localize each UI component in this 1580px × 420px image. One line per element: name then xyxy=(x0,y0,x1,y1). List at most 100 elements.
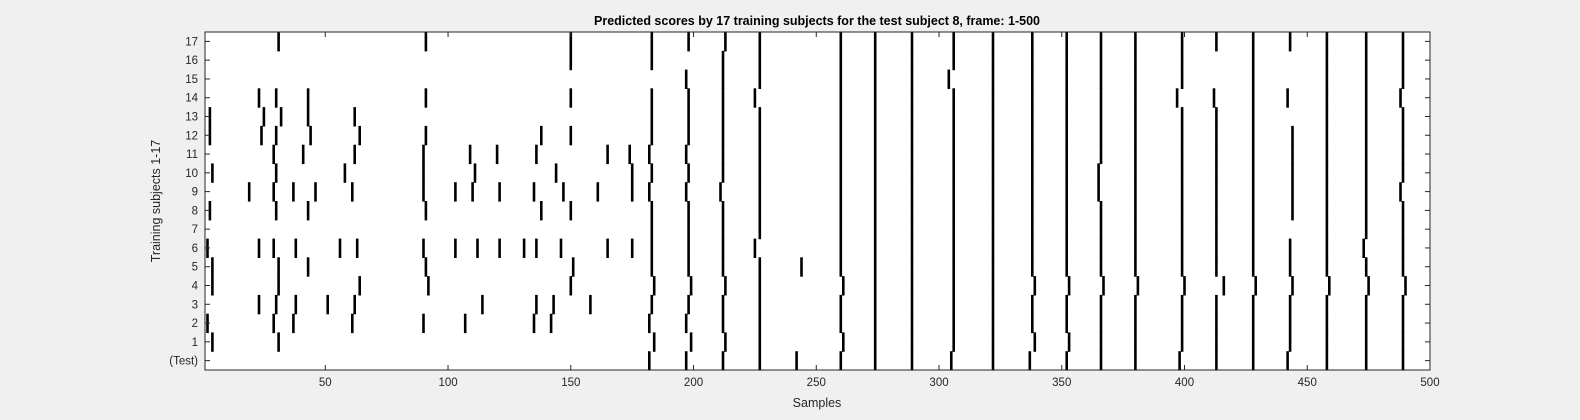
event-mark xyxy=(343,163,347,183)
event-mark xyxy=(758,69,762,89)
event-mark xyxy=(1183,276,1186,296)
y-tick-label: 11 xyxy=(186,149,198,161)
event-mark xyxy=(687,32,690,52)
event-mark xyxy=(873,69,877,89)
event-mark xyxy=(991,238,995,258)
event-mark xyxy=(272,313,275,334)
event-mark xyxy=(950,351,953,371)
event-mark xyxy=(991,313,995,334)
event-mark xyxy=(910,201,914,221)
event-mark xyxy=(753,238,757,258)
event-mark xyxy=(351,313,354,334)
event-mark xyxy=(1401,50,1405,71)
event-mark xyxy=(596,182,600,202)
event-mark xyxy=(1134,163,1137,183)
event-mark xyxy=(1065,88,1068,108)
event-mark xyxy=(952,276,955,296)
event-mark xyxy=(1031,257,1034,277)
event-mark xyxy=(839,351,843,371)
event-mark xyxy=(842,332,845,352)
event-mark xyxy=(648,313,651,334)
event-mark xyxy=(606,238,609,258)
event-mark xyxy=(952,32,955,52)
event-mark xyxy=(1180,32,1184,52)
event-mark xyxy=(991,276,995,296)
event-mark xyxy=(952,332,955,352)
event-mark xyxy=(554,163,558,183)
event-mark xyxy=(991,144,995,165)
event-mark xyxy=(1401,32,1405,52)
event-mark xyxy=(274,125,278,146)
event-mark xyxy=(721,125,725,146)
event-mark xyxy=(1065,32,1068,52)
event-mark xyxy=(1325,257,1329,277)
event-mark xyxy=(947,69,951,89)
event-mark xyxy=(952,294,955,315)
event-mark xyxy=(873,107,877,127)
event-mark xyxy=(873,32,877,52)
y-tick-label: 15 xyxy=(185,74,198,86)
event-mark xyxy=(952,201,955,221)
event-mark xyxy=(952,107,955,127)
x-axis-ticks: 50 100 150 200 250 300 350 400 450 500 xyxy=(319,32,1440,389)
event-mark xyxy=(1254,276,1257,296)
event-marks xyxy=(206,32,1407,371)
event-mark xyxy=(1367,276,1370,296)
event-mark xyxy=(1067,276,1071,296)
event-mark xyxy=(721,69,725,89)
event-mark xyxy=(1325,219,1329,240)
event-mark xyxy=(1325,238,1329,258)
event-mark xyxy=(1364,125,1368,146)
event-mark xyxy=(1099,125,1103,146)
event-mark xyxy=(687,201,690,221)
event-mark xyxy=(952,50,955,71)
event-mark xyxy=(351,182,354,202)
x-tick-label: 350 xyxy=(1052,377,1071,389)
event-mark xyxy=(1364,107,1368,127)
event-mark xyxy=(991,163,995,183)
event-mark xyxy=(552,294,555,315)
event-mark xyxy=(687,125,690,146)
event-mark xyxy=(306,88,310,108)
event-mark xyxy=(721,163,725,183)
event-mark xyxy=(1288,313,1292,334)
event-mark xyxy=(274,201,278,221)
event-mark xyxy=(910,219,914,240)
x-tick-label: 400 xyxy=(1175,377,1194,389)
y-tick-label: 17 xyxy=(185,36,198,48)
event-mark xyxy=(873,163,877,183)
event-mark xyxy=(1031,32,1034,52)
event-mark xyxy=(758,144,762,165)
event-mark xyxy=(1031,125,1034,146)
y-tick-label: 8 xyxy=(192,205,198,217)
event-mark xyxy=(1215,182,1218,202)
event-mark xyxy=(569,50,573,71)
event-mark xyxy=(1134,351,1137,371)
event-mark xyxy=(991,88,995,108)
event-mark xyxy=(306,107,310,127)
event-mark xyxy=(1222,276,1226,296)
event-mark xyxy=(306,257,310,277)
event-mark xyxy=(1065,294,1068,315)
event-mark xyxy=(1251,107,1255,127)
event-mark xyxy=(211,332,214,352)
event-mark xyxy=(292,182,295,202)
event-mark xyxy=(1325,88,1329,108)
event-mark xyxy=(1215,107,1218,127)
event-mark xyxy=(1215,332,1218,352)
event-mark xyxy=(839,238,843,258)
event-mark xyxy=(991,125,995,146)
event-mark xyxy=(211,257,214,277)
event-mark xyxy=(758,351,762,371)
event-mark xyxy=(562,182,565,202)
event-mark xyxy=(422,313,425,334)
y-tick-label: (Test) xyxy=(169,356,198,368)
event-mark xyxy=(1180,238,1184,258)
event-mark xyxy=(1401,294,1405,315)
event-mark xyxy=(839,201,843,221)
event-mark xyxy=(272,182,275,202)
event-mark xyxy=(1364,219,1368,240)
event-mark xyxy=(1325,351,1329,371)
event-mark xyxy=(559,238,563,258)
